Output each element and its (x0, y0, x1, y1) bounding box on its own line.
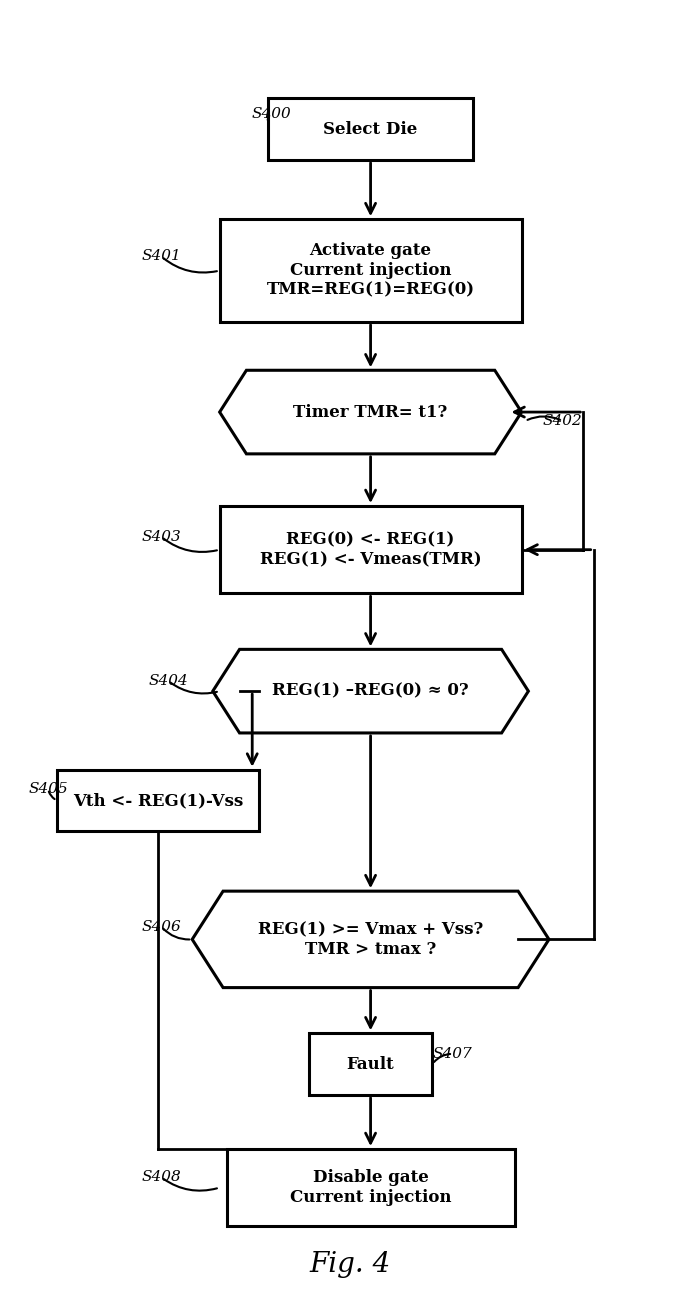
FancyBboxPatch shape (57, 770, 259, 831)
Text: S405: S405 (28, 781, 68, 796)
Text: S400: S400 (251, 107, 291, 121)
FancyBboxPatch shape (309, 1034, 433, 1095)
Text: Fault: Fault (346, 1056, 395, 1072)
Text: REG(1) –REG(0) ≈ 0?: REG(1) –REG(0) ≈ 0? (272, 682, 469, 699)
Text: S408: S408 (141, 1170, 181, 1184)
Polygon shape (213, 650, 528, 733)
FancyBboxPatch shape (220, 220, 522, 322)
Text: S406: S406 (141, 919, 181, 933)
Text: Fig. 4: Fig. 4 (309, 1252, 391, 1278)
FancyBboxPatch shape (220, 506, 522, 593)
Text: Activate gate
Current injection
TMR=REG(1)=REG(0): Activate gate Current injection TMR=REG(… (267, 243, 475, 299)
Text: REG(1) >= Vmax + Vss?
TMR > tmax ?: REG(1) >= Vmax + Vss? TMR > tmax ? (258, 922, 483, 958)
Text: REG(0) <- REG(1)
REG(1) <- Vmeas(TMR): REG(0) <- REG(1) REG(1) <- Vmeas(TMR) (260, 532, 482, 568)
Text: Disable gate
Current injection: Disable gate Current injection (290, 1169, 452, 1206)
Text: S401: S401 (141, 250, 181, 264)
Text: Select Die: Select Die (323, 121, 418, 138)
Polygon shape (220, 370, 522, 454)
Text: S404: S404 (148, 673, 188, 688)
Text: Timer TMR= t1?: Timer TMR= t1? (293, 403, 448, 421)
Text: S403: S403 (141, 530, 181, 543)
Text: Vth <- REG(1)-Vss: Vth <- REG(1)-Vss (73, 792, 243, 809)
Polygon shape (193, 891, 549, 988)
Text: S402: S402 (542, 415, 582, 428)
FancyBboxPatch shape (267, 99, 473, 160)
Text: S407: S407 (433, 1046, 473, 1061)
FancyBboxPatch shape (227, 1149, 514, 1226)
